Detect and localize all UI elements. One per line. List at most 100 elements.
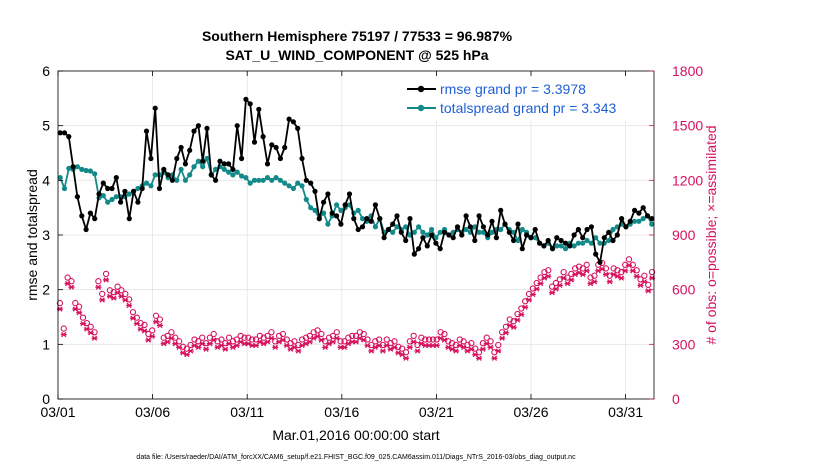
rmse-point: [182, 161, 188, 167]
spread-point: [204, 155, 210, 162]
spread-point: [277, 177, 283, 183]
obs-possible-point: [591, 272, 598, 279]
obs-possible-point: [99, 290, 106, 298]
spread-point: [195, 158, 201, 164]
rmse-point: [364, 216, 370, 222]
obs-possible-point: [625, 256, 633, 263]
spread-point: [264, 175, 271, 181]
obs-star-stroke: [414, 348, 421, 354]
obs-possible-point: [72, 299, 79, 307]
obs-star-stroke: [576, 269, 582, 276]
obs-possible-point: [422, 336, 429, 343]
obs-assimilated-point: [95, 284, 102, 290]
obs-star-stroke: [568, 277, 574, 283]
spread-point: [92, 171, 98, 177]
obs-assimilated-point: [479, 346, 486, 352]
obs-star-stroke: [545, 273, 551, 279]
spread-point: [429, 226, 435, 233]
spread-point: [79, 166, 85, 172]
obs-star-stroke: [295, 348, 301, 354]
spread-point: [282, 180, 288, 186]
obs-possible-point: [122, 290, 129, 298]
y-right-tick-label: 0: [672, 391, 680, 407]
rmse-point: [446, 232, 452, 238]
spread-point: [174, 177, 180, 183]
rmse-point: [66, 134, 72, 140]
rmse-point: [316, 216, 322, 222]
obs-assimilated-point: [579, 271, 586, 278]
rmse-point: [532, 226, 538, 233]
spread-point: [83, 167, 89, 174]
spread-point: [135, 185, 141, 192]
obs-star-stroke: [237, 339, 244, 345]
obs-assimilated-point: [452, 348, 459, 354]
spread-point: [515, 237, 521, 244]
obs-assimilated-point: [195, 344, 202, 350]
obs-possible-point: [429, 336, 437, 343]
x-tick-label: 03/21: [419, 404, 454, 420]
rmse-point: [342, 202, 348, 208]
obs-possible-point: [472, 345, 479, 352]
spread-point: [411, 229, 417, 235]
obs-possible-point: [402, 349, 410, 356]
obs-star-stroke: [518, 311, 525, 318]
rmse-point: [295, 125, 301, 131]
obs-star-stroke: [180, 350, 186, 356]
spread-point: [299, 183, 305, 189]
obs-possible-point: [175, 338, 183, 345]
rmse-point: [200, 158, 206, 164]
rmse-point: [239, 155, 245, 162]
obs-possible-point: [633, 267, 640, 274]
rmse-point: [489, 218, 495, 224]
obs-possible-point: [329, 332, 337, 340]
rmse-point: [541, 243, 547, 249]
rmse-point: [623, 224, 629, 230]
rmse-point: [549, 246, 556, 252]
obs-star-stroke: [107, 293, 113, 299]
rmse-point: [433, 240, 439, 246]
obs-assimilated-point: [156, 322, 163, 329]
spread-point: [571, 243, 577, 249]
obs-possible-point: [268, 329, 275, 336]
rmse-point: [312, 188, 318, 194]
rmse-point: [277, 155, 283, 162]
legend-label-rmse: rmse grand pr = 3.3978: [440, 81, 586, 97]
rmse-point: [243, 96, 249, 102]
rmse-point: [640, 205, 646, 211]
chart-title: Southern Hemisphere 75197 / 77533 = 96.9…: [202, 28, 513, 44]
rmse-point: [230, 166, 236, 172]
spread-point: [247, 180, 253, 186]
rmse-point: [463, 213, 469, 219]
obs-possible-point: [210, 330, 217, 338]
rmse-point: [308, 180, 314, 186]
rmse-point: [282, 144, 288, 151]
rmse-point: [148, 155, 154, 162]
spread-point: [234, 169, 240, 175]
obs-possible-point: [129, 309, 137, 316]
obs-possible-point: [483, 334, 490, 341]
rmse-point: [105, 185, 111, 192]
rmse-point: [213, 177, 219, 183]
rmse-point: [61, 130, 68, 136]
rmse-point: [169, 177, 175, 183]
obs-possible-point: [495, 341, 502, 349]
obs-star-stroke: [353, 339, 359, 345]
obs-star-stroke: [418, 341, 425, 347]
obs-possible-point: [637, 276, 644, 283]
spread-point: [260, 177, 266, 183]
obs-assimilated-point: [164, 339, 171, 345]
rmse-point: [498, 207, 504, 213]
rmse-point: [191, 128, 197, 134]
obs-possible-point: [441, 330, 448, 338]
rmse-point: [83, 226, 89, 233]
spread-point: [226, 169, 232, 175]
obs-possible-point: [352, 332, 360, 340]
obs-star-stroke: [357, 335, 363, 341]
obs-star-stroke: [191, 342, 198, 349]
obs-assimilated-point: [353, 339, 359, 345]
obs-assimilated-point: [414, 348, 421, 354]
obs-star-stroke: [368, 348, 375, 354]
rmse-point: [416, 246, 422, 252]
obs-star-stroke: [649, 275, 655, 281]
